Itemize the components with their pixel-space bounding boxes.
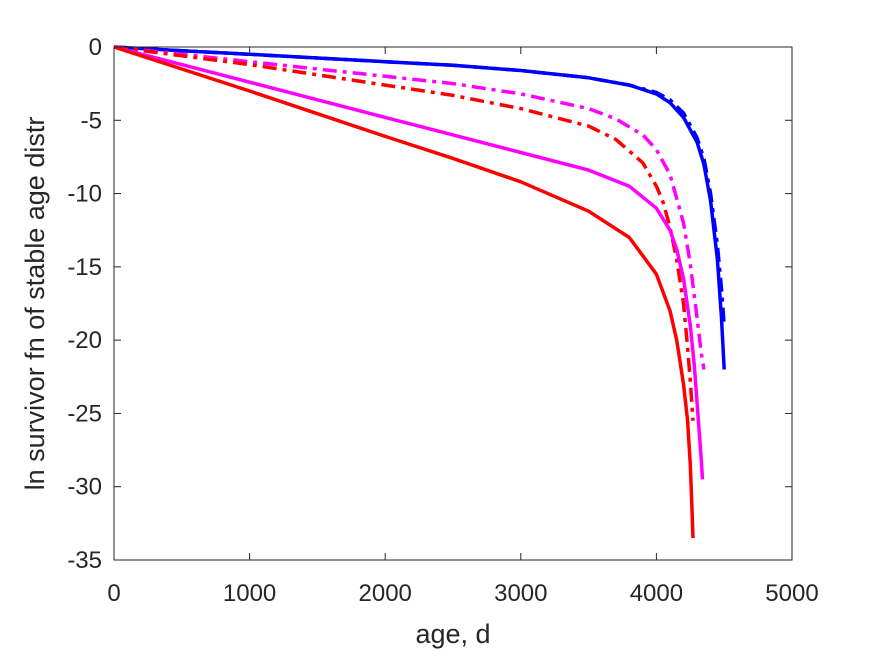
x-tick-label: 0 [107,580,120,607]
x-tick-label: 4000 [630,580,683,607]
y-tick-label: -10 [67,181,102,208]
series-line-2 [113,45,726,326]
plot-area [114,47,792,560]
x-tick-label: 2000 [359,580,412,607]
series-line-3 [113,45,706,370]
x-tick-label: 5000 [765,580,818,607]
y-tick-label: -5 [81,107,102,134]
x-tick-label: 1000 [223,580,276,607]
y-tick-label: -35 [67,547,102,574]
y-axis-label: ln survivor fn of stable age distr [20,117,50,491]
x-tick-label: 3000 [494,580,547,607]
series-line-4 [113,45,695,421]
y-tick-label: -20 [67,327,102,354]
y-tick-label: 0 [89,34,102,61]
series-layer [113,45,726,539]
x-axis-label: age, d [415,619,490,649]
series-line-6 [113,45,695,539]
series-line-5 [113,45,705,480]
y-tick-label: -15 [67,254,102,281]
y-tick-label: -30 [67,474,102,501]
tick-layer: 0 1000 2000 3000 4000 5000 0 -5 -10 -15 -20 -25 -30 -… [67,34,818,607]
plot-frame [113,46,793,561]
y-tick-label: -25 [67,400,102,427]
